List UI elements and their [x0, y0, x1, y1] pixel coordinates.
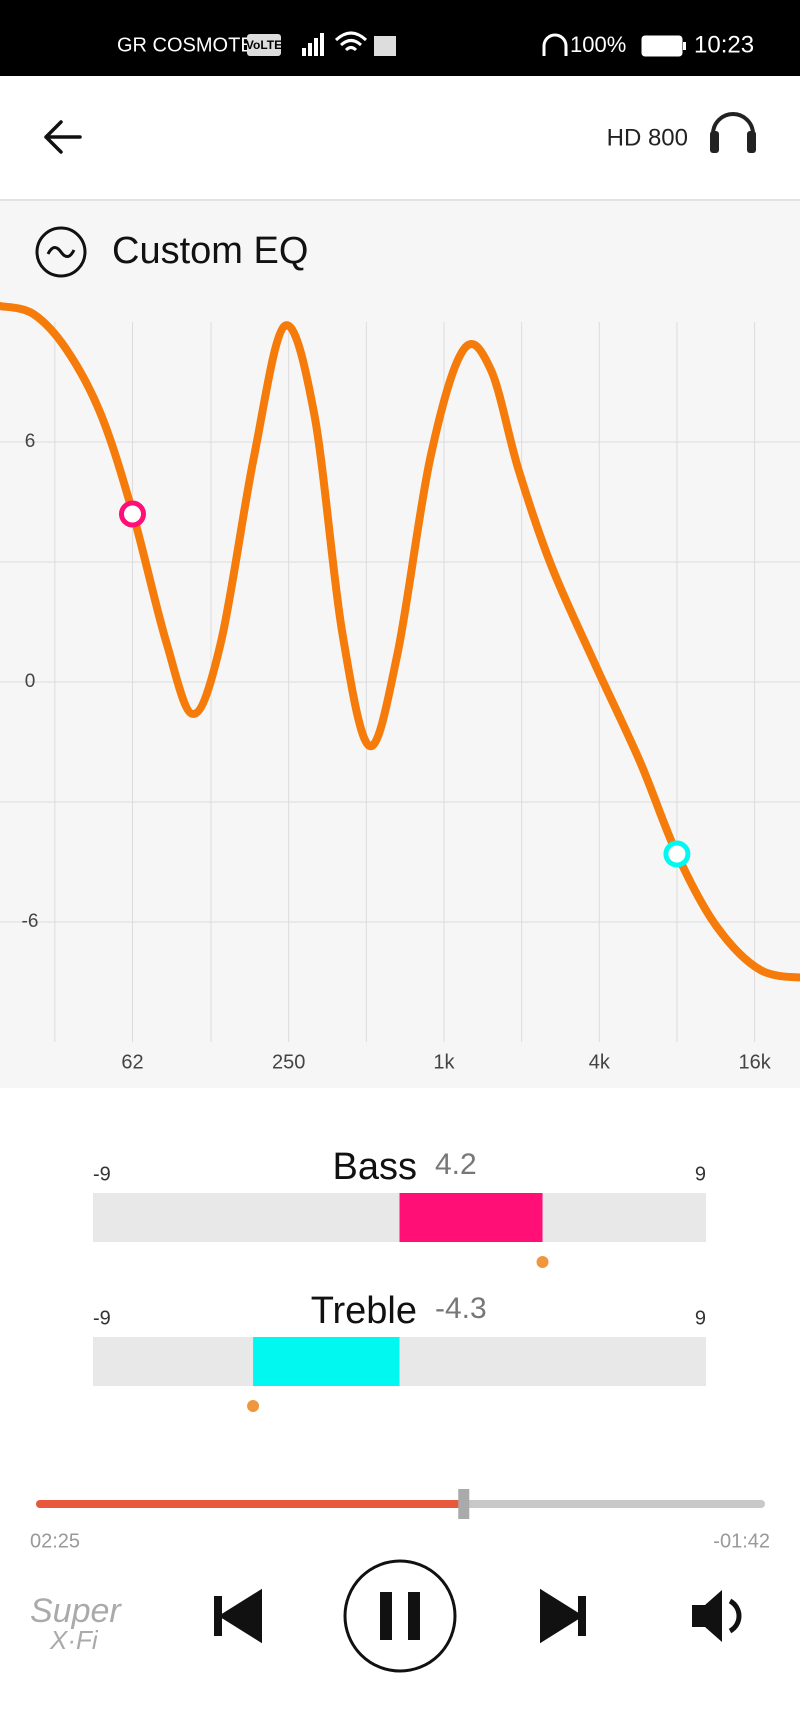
battery-percent: 100%	[570, 32, 626, 57]
battery-icon	[641, 35, 683, 57]
slider-value: -4.3	[435, 1292, 487, 1325]
slider-label: Treble	[311, 1290, 417, 1332]
player: 02:25 -01:42	[30, 1489, 770, 1552]
remaining-time: -01:42	[713, 1530, 770, 1552]
eq-chart: -6 0 6 62 250 1k 4k 16k	[0, 302, 800, 1073]
y-tick-label: -6	[22, 911, 39, 932]
band-marker[interactable]	[118, 500, 146, 528]
device-name: HD 800	[607, 124, 688, 151]
slider-fill	[253, 1337, 400, 1386]
back-button[interactable]	[44, 120, 82, 154]
tone-controls: -9 9 Bass 4.2 -9 9 Treble -4.3	[93, 1146, 706, 1412]
y-tick-label: 6	[25, 431, 36, 452]
eq-icon-wave	[46, 246, 76, 258]
pause-bar	[408, 1592, 420, 1640]
x-tick-label: 1k	[433, 1051, 455, 1073]
slider-handle[interactable]	[536, 1256, 549, 1268]
slider-value: 4.2	[435, 1148, 477, 1181]
clock: 10:23	[694, 31, 754, 58]
y-tick-label: 0	[25, 671, 36, 692]
band-marker[interactable]	[663, 840, 691, 868]
eq-curve	[0, 302, 800, 982]
battery-tip	[683, 42, 686, 50]
slider-handle[interactable]	[247, 1400, 260, 1412]
app-icon	[374, 36, 396, 56]
pause-bar	[380, 1592, 392, 1640]
x-tick-label: 16k	[738, 1051, 771, 1073]
slider-label: Bass	[333, 1146, 417, 1188]
headphone-status-icon	[542, 33, 568, 56]
previous-button[interactable]	[214, 1588, 262, 1644]
pause-button[interactable]	[343, 1559, 457, 1673]
wifi-icon	[334, 31, 368, 52]
next-button[interactable]	[540, 1588, 586, 1644]
carrier: GR COSMOTE	[117, 34, 254, 56]
x-tick-label: 4k	[589, 1051, 611, 1073]
x-tick-label: 250	[272, 1051, 305, 1073]
volte-badge	[247, 34, 281, 56]
volume-button[interactable]	[692, 1590, 742, 1642]
logo-super: Super	[30, 1592, 122, 1630]
slider-min: -9	[93, 1163, 111, 1185]
eq-icon	[35, 226, 87, 278]
slider-max: 9	[695, 1307, 706, 1329]
headphone-icon	[710, 112, 756, 153]
progress-thumb[interactable]	[458, 1489, 470, 1519]
signal-icon	[302, 33, 324, 56]
slider-min: -9	[93, 1307, 111, 1329]
x-tick-label: 62	[121, 1051, 143, 1073]
elapsed-time: 02:25	[30, 1530, 80, 1552]
eq-title: Custom EQ	[112, 230, 308, 272]
slider-max: 9	[695, 1163, 706, 1185]
slider-fill	[399, 1193, 543, 1242]
logo-xfi: X·Fi	[49, 1625, 99, 1655]
volte: VoLTE	[246, 38, 282, 52]
